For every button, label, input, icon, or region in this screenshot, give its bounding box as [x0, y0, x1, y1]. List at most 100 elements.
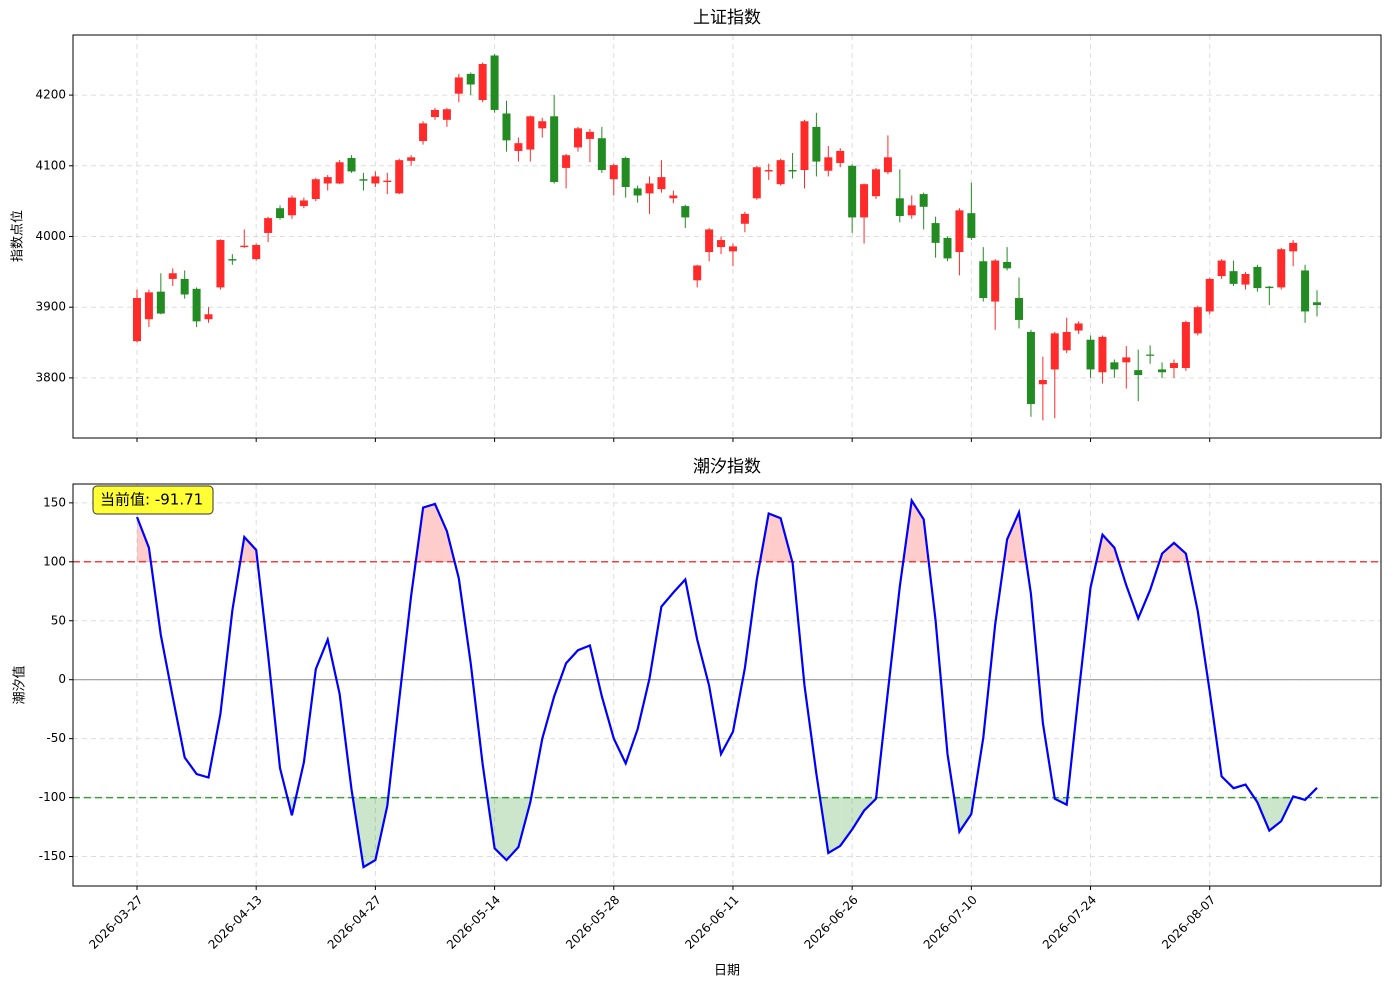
- threshold-fill: [244, 537, 257, 562]
- axes-frame: [72, 34, 1382, 439]
- candle-body: [1158, 369, 1167, 373]
- threshold-fill: [434, 504, 447, 562]
- candle-body: [657, 177, 666, 190]
- candle-body: [514, 143, 523, 151]
- x-tick-label: 2026-04-13: [206, 893, 265, 952]
- chart-title: 上证指数: [693, 8, 761, 28]
- candle-body: [478, 63, 487, 101]
- y-tick-label: 3800: [35, 370, 66, 384]
- y-tick-label: 4200: [35, 88, 66, 102]
- candle-body: [693, 265, 702, 281]
- candle-body: [240, 245, 249, 248]
- candle-body: [419, 123, 428, 142]
- candle-body: [1038, 380, 1047, 385]
- candle-body: [1253, 266, 1262, 289]
- candle-body: [395, 160, 404, 194]
- candle-body: [645, 183, 654, 194]
- y-tick-label: -100: [39, 790, 66, 804]
- candle-body: [1086, 339, 1095, 370]
- axes-frame: [72, 483, 1382, 887]
- candle-body: [991, 260, 1000, 302]
- y-tick-label: -150: [39, 849, 66, 863]
- candle-body: [681, 206, 690, 218]
- tide-line: [135, 497, 1318, 869]
- candle-body: [919, 194, 928, 207]
- candle-body: [228, 259, 237, 261]
- candle-body: [287, 197, 296, 216]
- candle-body: [180, 278, 189, 295]
- candle-body: [1181, 322, 1190, 369]
- candle-body: [728, 246, 737, 252]
- x-tick-label: 2026-06-11: [682, 893, 741, 952]
- candle-body: [526, 116, 535, 150]
- x-tick-label: 2026-04-27: [325, 893, 384, 952]
- candle-body: [597, 138, 606, 171]
- candle-body: [430, 109, 439, 118]
- candle-body: [705, 229, 714, 253]
- candle-body: [621, 158, 630, 188]
- y-tick-label: 4100: [35, 158, 66, 172]
- candle-body: [1265, 286, 1274, 289]
- candle-body: [562, 155, 571, 168]
- candle-body: [1015, 298, 1024, 320]
- candle-body: [550, 116, 559, 183]
- candle-body: [1229, 271, 1238, 284]
- candle-body: [633, 188, 642, 196]
- candle-body: [144, 292, 153, 320]
- candle-body: [1062, 331, 1071, 351]
- candle-body: [1217, 260, 1226, 277]
- candle-body: [1289, 242, 1298, 252]
- candle-body: [454, 77, 463, 94]
- candle-body: [752, 167, 761, 199]
- candle-body: [407, 157, 416, 161]
- candle-body: [871, 169, 880, 197]
- threshold-fill: [1007, 512, 1020, 562]
- y-tick-label: 50: [51, 613, 66, 627]
- candle-body: [1050, 333, 1059, 370]
- candle-body: [776, 160, 785, 185]
- threshold-fill: [1102, 534, 1115, 562]
- candle-body: [1205, 278, 1214, 312]
- y-tick-label: 100: [43, 554, 66, 568]
- candle-body: [490, 55, 499, 110]
- threshold-fill: [828, 797, 841, 853]
- candle-body: [502, 113, 511, 141]
- candle-body: [204, 314, 213, 320]
- candle-body: [383, 180, 392, 183]
- candle-body: [1003, 261, 1012, 269]
- candle-body: [538, 121, 547, 129]
- candle-body: [371, 176, 380, 184]
- y-tick-label: 0: [58, 672, 66, 686]
- candle-body: [133, 298, 141, 342]
- threshold-fill: [1162, 542, 1174, 562]
- candle-body: [669, 195, 678, 199]
- candle-body: [967, 213, 976, 238]
- candle-body: [1098, 336, 1107, 373]
- x-tick-label: 2026-05-28: [563, 893, 622, 952]
- candle-body: [1026, 331, 1035, 405]
- candle-body: [1277, 249, 1286, 288]
- candle-body: [216, 240, 225, 288]
- candle-body: [1110, 362, 1119, 370]
- candle-body: [955, 210, 964, 253]
- candle-body: [812, 126, 821, 162]
- candle-body: [359, 179, 368, 181]
- x-tick-label: 2026-07-24: [1040, 893, 1099, 952]
- threshold-fill: [768, 513, 781, 562]
- candle-body: [717, 240, 726, 248]
- threshold-fill: [852, 797, 865, 830]
- x-tick-label: 2026-06-26: [802, 893, 861, 952]
- threshold-fill: [840, 797, 853, 846]
- candle-body: [585, 131, 594, 139]
- candle-body: [943, 237, 952, 259]
- threshold-fill: [363, 797, 376, 868]
- annotation: 当前值: -91.71: [100, 491, 203, 509]
- candle-body: [1169, 363, 1178, 369]
- threshold-fill: [506, 797, 519, 861]
- candle-body: [1193, 307, 1202, 334]
- candle-body: [740, 213, 749, 224]
- candle-body: [264, 218, 273, 233]
- candle-body: [1074, 323, 1083, 331]
- y-axis-label: 潮汐值: [12, 665, 28, 704]
